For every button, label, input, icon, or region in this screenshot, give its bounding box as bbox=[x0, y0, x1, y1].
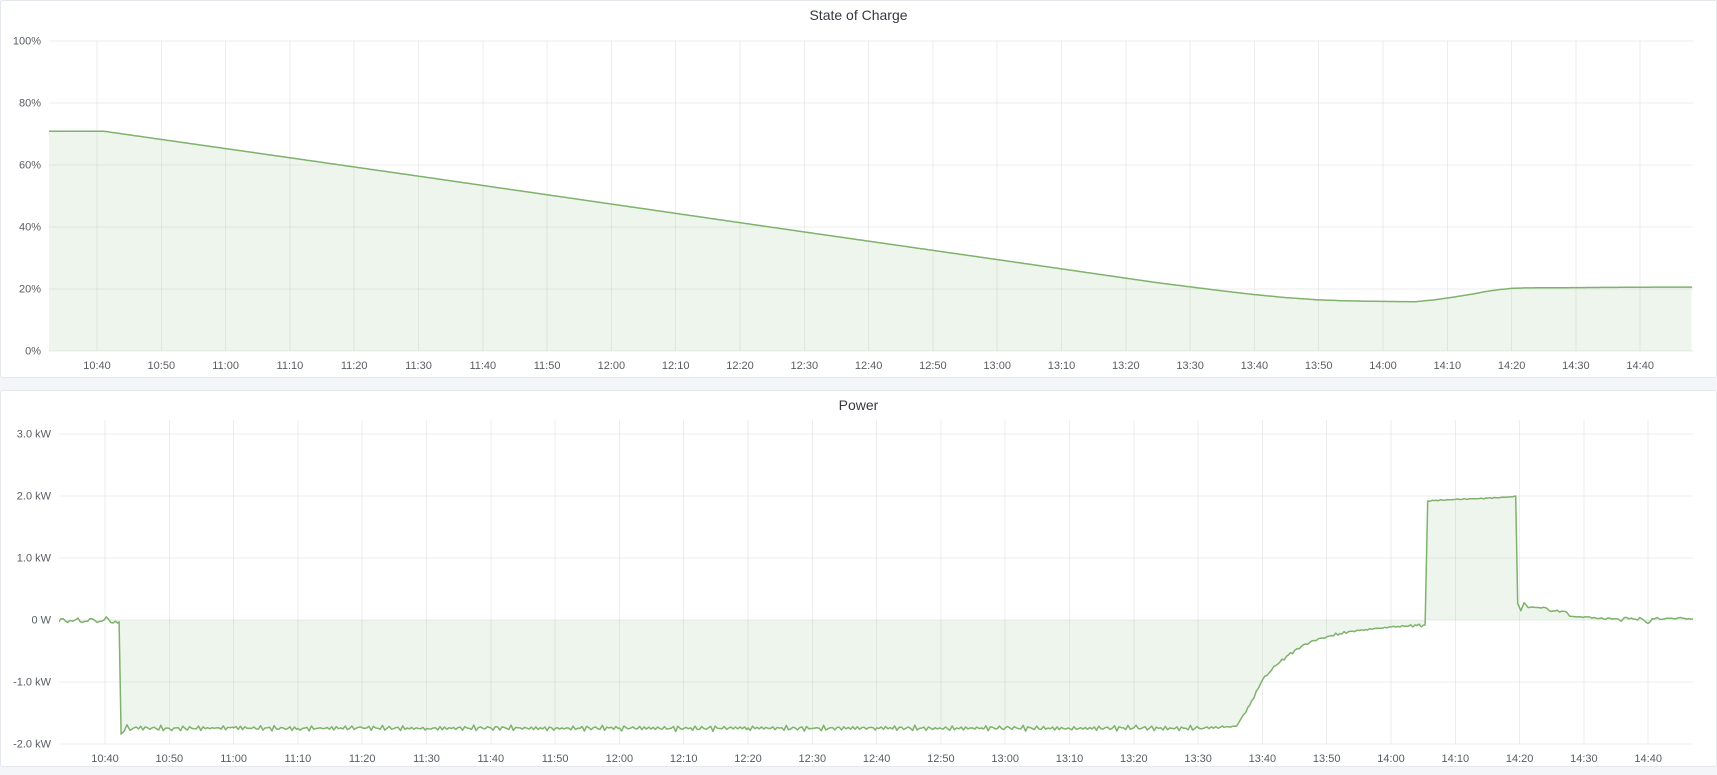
y-tick-label: -2.0 kW bbox=[13, 739, 52, 751]
y-tick-label: 80% bbox=[19, 98, 41, 110]
x-axis-labels: 10:40 10:50 11:00 11:10 11:20 11:30 11:40 11:50… bbox=[83, 360, 1654, 372]
x-tick-label: 13:10 bbox=[1048, 360, 1076, 372]
x-tick-label: 13:30 bbox=[1184, 753, 1212, 765]
x-tick-label: 11:30 bbox=[405, 360, 432, 372]
state-of-charge-chart[interactable]: 0% 20% 40% 60% 80% 100% 10:40 10:50 11:00 11:10 11… bbox=[1, 29, 1716, 377]
power-chart[interactable]: 3.0 kW 2.0 kW 1.0 kW 0 W -1.0 kW -2.0 kW 10:40… bbox=[1, 419, 1716, 766]
x-tick-label: 14:00 bbox=[1377, 753, 1405, 765]
x-tick-label: 14:40 bbox=[1634, 753, 1662, 765]
x-tick-label: 12:40 bbox=[863, 753, 891, 765]
x-tick-label: 14:20 bbox=[1498, 360, 1526, 372]
x-tick-label: 13:50 bbox=[1305, 360, 1333, 372]
x-tick-label: 12:10 bbox=[662, 360, 690, 372]
y-tick-label: 100% bbox=[13, 36, 41, 48]
series-line bbox=[59, 495, 1693, 735]
series-line bbox=[49, 130, 1693, 303]
x-tick-label: 13:40 bbox=[1249, 753, 1277, 765]
y-tick-label: -1.0 kW bbox=[13, 677, 52, 689]
x-tick-label: 13:30 bbox=[1176, 360, 1204, 372]
y-tick-label: 0 W bbox=[31, 615, 51, 627]
x-tick-label: 13:20 bbox=[1112, 360, 1140, 372]
grid bbox=[59, 420, 1693, 745]
series-fill bbox=[59, 496, 1693, 735]
x-tick-label: 11:40 bbox=[469, 360, 496, 372]
x-tick-label: 12:00 bbox=[598, 360, 626, 372]
series-fill bbox=[49, 131, 1692, 351]
x-tick-label: 10:50 bbox=[156, 753, 184, 765]
y-tick-label: 60% bbox=[19, 160, 41, 172]
x-tick-label: 12:10 bbox=[670, 753, 698, 765]
series-power bbox=[59, 495, 1693, 735]
x-tick-label: 11:20 bbox=[349, 753, 376, 765]
x-tick-label: 13:10 bbox=[1056, 753, 1084, 765]
x-tick-label: 11:40 bbox=[477, 753, 504, 765]
x-tick-label: 14:30 bbox=[1562, 360, 1590, 372]
x-tick-label: 12:20 bbox=[734, 753, 762, 765]
x-tick-label: 11:10 bbox=[277, 360, 304, 372]
y-tick-label: 40% bbox=[19, 222, 41, 234]
chart-canvas[interactable]: 0% 20% 40% 60% 80% 100% 10:40 10:50 11:00 11:10 11… bbox=[1, 29, 1717, 377]
x-tick-label: 12:50 bbox=[919, 360, 947, 372]
x-tick-label: 11:00 bbox=[212, 360, 239, 372]
x-tick-label: 10:50 bbox=[148, 360, 176, 372]
panel-power: Power 3.0 kW 2.0 kW 1.0 kW 0 W -1.0 kW -2.0 k… bbox=[0, 390, 1717, 767]
x-tick-label: 11:50 bbox=[534, 360, 561, 372]
x-tick-label: 14:00 bbox=[1369, 360, 1397, 372]
x-tick-label: 11:30 bbox=[413, 753, 440, 765]
y-tick-label: 1.0 kW bbox=[17, 553, 52, 565]
x-tick-label: 12:50 bbox=[927, 753, 955, 765]
x-tick-label: 14:10 bbox=[1442, 753, 1470, 765]
y-tick-label: 2.0 kW bbox=[17, 491, 52, 503]
chart-canvas[interactable]: 3.0 kW 2.0 kW 1.0 kW 0 W -1.0 kW -2.0 kW 10:40… bbox=[1, 419, 1717, 766]
y-axis-labels: 3.0 kW 2.0 kW 1.0 kW 0 W -1.0 kW -2.0 kW bbox=[13, 429, 52, 751]
grid bbox=[49, 40, 1693, 352]
x-tick-label: 13:00 bbox=[991, 753, 1019, 765]
x-tick-label: 12:20 bbox=[726, 360, 754, 372]
x-tick-label: 11:50 bbox=[542, 753, 569, 765]
x-tick-label: 12:30 bbox=[791, 360, 819, 372]
y-tick-label: 3.0 kW bbox=[17, 429, 52, 441]
x-tick-label: 10:40 bbox=[91, 753, 119, 765]
x-tick-label: 13:40 bbox=[1241, 360, 1269, 372]
x-tick-label: 11:10 bbox=[285, 753, 312, 765]
y-tick-label: 20% bbox=[19, 284, 41, 296]
panel-title-state-of-charge[interactable]: State of Charge bbox=[809, 7, 908, 23]
x-tick-label: 12:30 bbox=[799, 753, 827, 765]
panel-title-power[interactable]: Power bbox=[838, 397, 879, 413]
x-tick-label: 12:40 bbox=[855, 360, 883, 372]
x-tick-label: 14:10 bbox=[1434, 360, 1462, 372]
y-axis-labels: 0% 20% 40% 60% 80% 100% bbox=[13, 36, 41, 358]
x-tick-label: 14:40 bbox=[1626, 360, 1654, 372]
series-state-of-charge bbox=[49, 130, 1693, 351]
x-tick-label: 13:20 bbox=[1120, 753, 1148, 765]
x-axis-labels: 10:40 10:50 11:00 11:10 11:20 11:30 11:40 11:50… bbox=[91, 753, 1662, 765]
x-tick-label: 13:50 bbox=[1313, 753, 1341, 765]
x-tick-label: 11:20 bbox=[341, 360, 368, 372]
y-tick-label: 0% bbox=[25, 346, 41, 358]
x-tick-label: 10:40 bbox=[83, 360, 111, 372]
x-tick-label: 11:00 bbox=[220, 753, 247, 765]
x-tick-label: 14:30 bbox=[1570, 753, 1598, 765]
x-tick-label: 13:00 bbox=[983, 360, 1011, 372]
x-tick-label: 14:20 bbox=[1506, 753, 1534, 765]
x-tick-label: 12:00 bbox=[606, 753, 634, 765]
panel-state-of-charge: State of Charge 0% 20% 40% 60% 80% 100% 10:40 1… bbox=[0, 0, 1717, 378]
